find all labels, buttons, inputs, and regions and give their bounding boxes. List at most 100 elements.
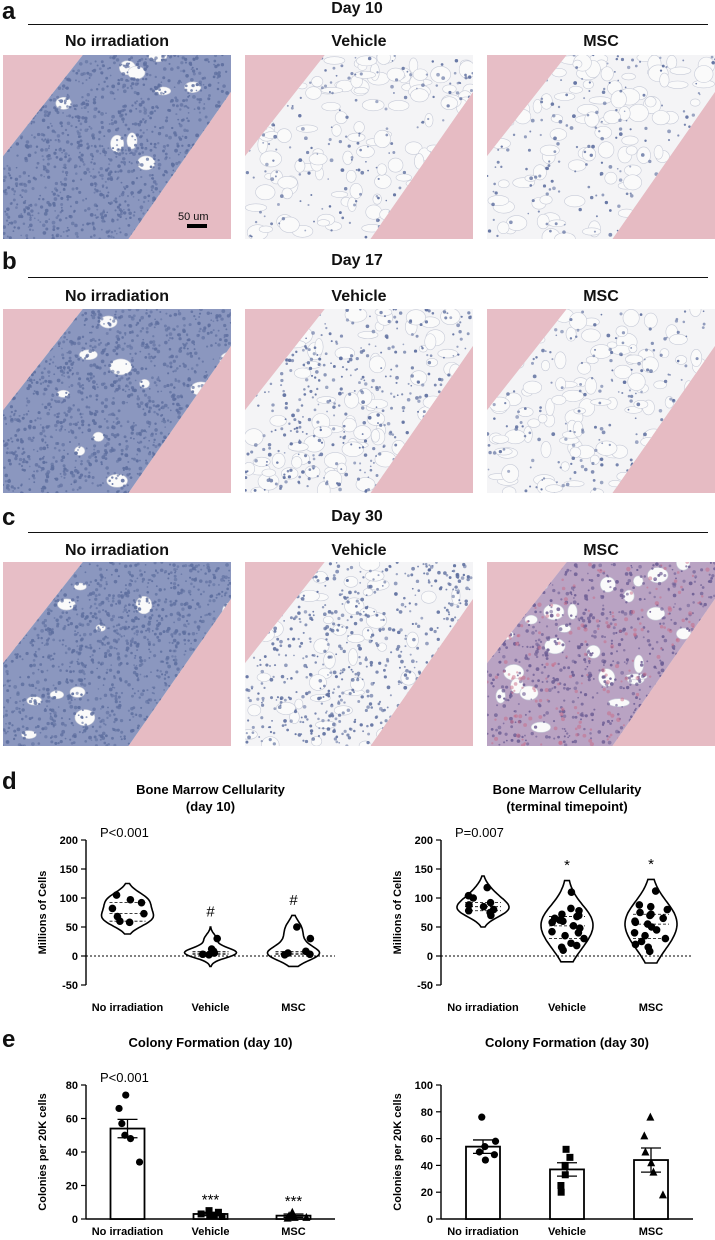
x-tick-label: No irradiation — [92, 1002, 164, 1014]
data-point — [137, 898, 146, 907]
data-point — [116, 917, 124, 925]
data-point — [631, 940, 640, 949]
data-point — [118, 1119, 126, 1128]
data-point — [478, 1113, 486, 1121]
x-tick-label: No irradiation — [447, 1226, 519, 1238]
y-tick-label: 60 — [66, 1114, 78, 1126]
data-point — [490, 1151, 499, 1159]
x-tick-label: Vehicle — [192, 1226, 230, 1238]
chart-colony-day30: Colony Formation (day 30) 0 20 40 60 80 100 Col… — [392, 1035, 693, 1238]
data-point — [213, 934, 221, 943]
micrograph-a-no-irradiation — [3, 55, 231, 239]
data-point — [280, 951, 289, 959]
data-point — [562, 1145, 570, 1153]
chart-title: (terminal timepoint) — [506, 799, 627, 814]
y-tick-label: 0 — [427, 1214, 433, 1226]
data-point — [475, 1148, 483, 1156]
micrograph-b-vehicle — [245, 309, 473, 493]
x-tick-label: No irradiation — [92, 1226, 164, 1238]
data-point — [121, 1131, 129, 1139]
data-point — [630, 929, 639, 937]
data-point — [640, 1131, 649, 1140]
row-b-divider — [28, 277, 708, 278]
micrograph-c-no-irradiation — [3, 562, 231, 746]
panel-letter-a: a — [2, 0, 16, 25]
data-point — [469, 894, 478, 902]
x-tick-label: Vehicle — [548, 1226, 586, 1238]
data-point — [197, 1210, 205, 1218]
panel-letter-b: b — [2, 248, 17, 275]
data-point — [481, 1156, 489, 1164]
data-point — [573, 912, 581, 921]
data-point — [125, 918, 134, 927]
data-point — [646, 911, 654, 920]
micrograph-c-msc — [487, 562, 715, 746]
data-point — [306, 934, 315, 943]
col-head-a-vehicle: Vehicle — [331, 33, 387, 50]
data-point — [559, 917, 567, 925]
data-point — [135, 1158, 144, 1166]
y-tick-label: 20 — [421, 1187, 433, 1199]
significance-marker: # — [289, 892, 298, 909]
y-tick-label: 200 — [60, 835, 78, 847]
violin-shape — [266, 914, 321, 968]
y-tick-label: -50 — [417, 980, 433, 992]
y-tick-label: 0 — [427, 951, 433, 963]
micrograph-c-vehicle — [245, 562, 473, 746]
day-title-c: Day 30 — [331, 508, 383, 525]
significance-marker: *** — [285, 1193, 303, 1210]
chart-title: Bone Marrow Cellularity — [493, 782, 643, 797]
data-point — [126, 895, 135, 904]
data-point — [558, 910, 566, 919]
data-point — [569, 922, 578, 930]
day-title-a: Day 10 — [331, 0, 383, 17]
col-head-b-no-irradiation: No irradiation — [64, 288, 169, 305]
data-point — [637, 937, 646, 946]
micrograph-b-no-irradiation — [3, 309, 231, 493]
data-point — [548, 918, 556, 927]
data-point — [207, 945, 216, 953]
scale-bar-label: 50 um — [178, 211, 209, 223]
x-tick-label: No irradiation — [447, 1002, 519, 1014]
violin-shape — [624, 878, 678, 964]
data-point — [491, 1137, 500, 1145]
data-point — [641, 931, 649, 940]
col-head-c-msc: MSC — [583, 542, 619, 559]
significance-marker: * — [564, 857, 570, 874]
x-tick-label: Vehicle — [192, 1002, 230, 1014]
col-head-c-no-irradiation: No irradiation — [64, 542, 169, 559]
data-point — [646, 902, 655, 911]
data-point — [140, 909, 148, 918]
data-point — [112, 891, 121, 899]
y-axis-label: Colonies per 20K cells — [37, 1093, 49, 1210]
p-value: P=0.007 — [455, 825, 504, 840]
micrograph-a-vehicle — [245, 55, 473, 239]
y-tick-label: 0 — [72, 951, 78, 963]
scale-bar — [187, 224, 207, 228]
day-title-b: Day 17 — [331, 252, 383, 269]
data-point — [206, 1212, 214, 1220]
chart-title: Colony Formation (day 10) — [129, 1035, 293, 1050]
y-tick-label: 40 — [66, 1147, 78, 1159]
data-point — [483, 883, 492, 892]
col-head-c-vehicle: Vehicle — [331, 542, 387, 559]
x-tick-label: MSC — [281, 1226, 306, 1238]
y-axis-label: Millions of Cells — [392, 871, 404, 955]
data-point — [661, 934, 670, 943]
data-point — [115, 1104, 123, 1113]
col-head-b-msc: MSC — [583, 288, 619, 305]
data-point — [651, 887, 660, 895]
data-point — [580, 934, 588, 943]
data-point — [663, 905, 672, 914]
data-point — [647, 1158, 656, 1167]
col-head-a-msc: MSC — [583, 33, 619, 50]
data-point — [464, 906, 473, 915]
data-point — [631, 918, 640, 927]
row-c-divider — [28, 532, 708, 533]
panel-letter-c: c — [2, 504, 16, 531]
violin-shape — [100, 882, 155, 935]
data-point — [293, 923, 301, 931]
data-point — [559, 946, 567, 954]
x-tick-label: Vehicle — [548, 1002, 586, 1014]
data-point — [486, 898, 495, 907]
